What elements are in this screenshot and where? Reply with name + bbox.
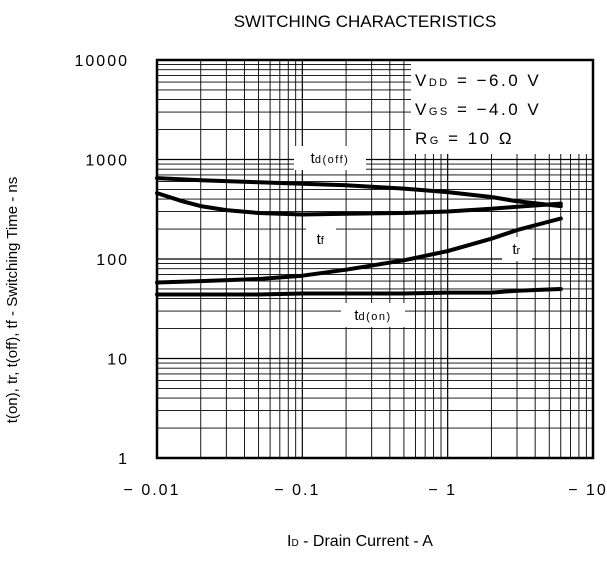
- condition-line: VDD = −6.0 V: [415, 71, 541, 90]
- series-line-tdon: [155, 287, 563, 297]
- curves: [155, 176, 563, 297]
- condition-line: VGS = −4.0 V: [415, 100, 541, 119]
- series-line-tr: [155, 216, 563, 285]
- curve-label-tdon: td(on): [354, 307, 391, 324]
- condition-line: RG = 10 Ω: [415, 129, 514, 148]
- y-tick-label: 10000: [75, 53, 130, 70]
- y-tick-labels: 10000 1000 100 10 1: [75, 53, 130, 468]
- curve-labels: td(off) tf tr td(on): [294, 146, 532, 327]
- curve-label-background: [341, 303, 405, 327]
- curve-label-background: [306, 227, 336, 251]
- curve-label-background: [294, 146, 366, 170]
- conditions-background: [411, 61, 592, 154]
- series-line-tf: [155, 191, 563, 217]
- curve-label-background: [502, 237, 532, 261]
- curve-label-tdoff: td(off): [311, 150, 350, 167]
- x-tick-labels: − 0.01 − 0.1 − 1 − 10: [124, 482, 607, 499]
- y-tick-label: 1000: [85, 153, 129, 170]
- curve-label-tf: tf: [317, 231, 326, 248]
- y-tick-label: 100: [96, 252, 129, 269]
- test-conditions-box: VDD = −6.0 V VGS = −4.0 V RG = 10 Ω: [411, 61, 592, 154]
- y-tick-label: 10: [107, 352, 129, 369]
- y-axis-label: t(on), tr, t(off), tf - Switching Time -…: [4, 177, 21, 423]
- y-tick-label: 1: [118, 451, 129, 468]
- plot-frame: [155, 58, 595, 460]
- x-axis-label: ID - Drain Current - A: [287, 533, 433, 550]
- x-tick-label: − 10: [568, 482, 607, 499]
- chart-title: SWITCHING CHARACTERISTICS: [234, 12, 497, 31]
- x-tick-label: − 0.01: [124, 482, 181, 499]
- series-line-tdoff: [155, 176, 563, 209]
- x-tick-label: − 0.1: [274, 482, 320, 499]
- curve-label-tr: tr: [512, 241, 521, 258]
- x-tick-label: − 1: [428, 482, 457, 499]
